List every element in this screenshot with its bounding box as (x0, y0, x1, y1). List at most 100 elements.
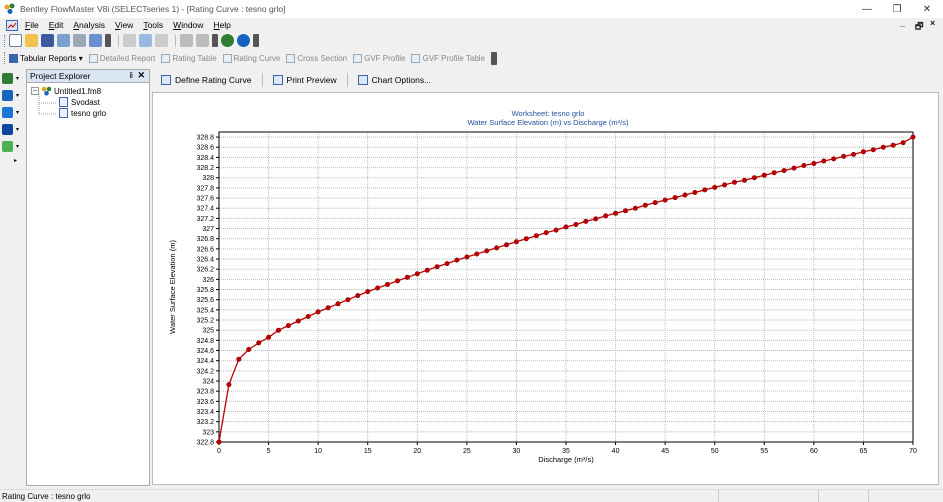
side-button-5[interactable]: ▾ (2, 139, 24, 153)
toolbar-grip[interactable] (4, 34, 6, 47)
status-pane-divider (718, 489, 719, 502)
menu-help[interactable]: Help (213, 20, 231, 30)
print-preview-icon[interactable] (89, 34, 102, 47)
toolbar-options-button[interactable] (212, 34, 218, 47)
project-explorer-panel: Project Explorer ⅱ ✕ − Untitled1.fm8 Svo… (26, 69, 150, 486)
mdi-close-button[interactable]: × (930, 18, 936, 28)
menu-view[interactable]: View (115, 20, 134, 30)
chart-grid (218, 132, 914, 443)
data-point (345, 297, 351, 303)
data-point (285, 323, 291, 329)
data-point (880, 144, 886, 150)
x-axis-label: Discharge (m³/s) (538, 455, 594, 464)
menu-analysis[interactable]: Analysis (73, 20, 106, 30)
y-tick-label: 327.6 (196, 196, 214, 203)
side-button-2[interactable]: ▾ (2, 88, 24, 102)
minimize-button[interactable]: — (862, 3, 872, 15)
side-button-1[interactable]: ▾ (2, 71, 24, 85)
project-explorer-title: Project Explorer (30, 71, 91, 81)
define-rating-curve-label: Define Rating Curve (175, 75, 252, 85)
data-point (672, 195, 678, 201)
side-button-3[interactable]: ▾ (2, 105, 24, 119)
copy-icon[interactable] (139, 34, 152, 47)
y-tick-label: 328.2 (196, 165, 214, 172)
inlet-icon (2, 140, 13, 152)
data-point (593, 216, 599, 222)
data-point (890, 142, 896, 148)
toolbar-options-button[interactable] (105, 34, 111, 47)
tree-item-tesno-grlo[interactable]: tesno grlo (59, 108, 106, 118)
cut-icon[interactable] (123, 34, 136, 47)
side-toolbar-overflow[interactable]: ▸ (2, 156, 24, 164)
status-pane-divider (868, 489, 869, 502)
y-tick-label: 325.4 (196, 307, 214, 314)
gvf-profile-button[interactable]: GVF Profile (353, 53, 405, 63)
print-icon[interactable] (73, 34, 86, 47)
x-tick-label: 70 (909, 448, 917, 455)
mdi-document-icon[interactable] (6, 19, 18, 31)
close-panel-icon[interactable]: ✕ (137, 70, 145, 80)
data-point (652, 200, 658, 206)
rating-curve-button[interactable]: Rating Curve (222, 53, 281, 63)
data-point (335, 301, 341, 307)
rating-curve-label: Rating Curve (233, 53, 281, 63)
chart-options-icon (357, 75, 368, 85)
rating-table-button[interactable]: Rating Table (161, 53, 217, 63)
y-axis-ticks: 322.8 323 323.2 323.4 323.6 323.8 324 324.2 324.… (196, 135, 219, 447)
y-tick-label: 324 (202, 379, 214, 386)
data-point (484, 248, 490, 254)
save-all-icon[interactable] (57, 34, 70, 47)
x-tick-label: 15 (364, 448, 372, 455)
data-point (236, 356, 242, 362)
cross-section-button[interactable]: Cross Section (286, 53, 347, 63)
detailed-report-label: Detailed Report (99, 53, 156, 63)
open-icon[interactable] (25, 34, 38, 47)
chart-subtitle: Water Surface Elevation (m) vs Discharge… (467, 118, 629, 127)
print-preview-button[interactable]: Print Preview (269, 73, 341, 87)
toolbar-options-button[interactable] (491, 51, 498, 65)
project-file-label: Untitled1.fm8 (54, 86, 102, 96)
menu-window[interactable]: Window (173, 20, 204, 30)
collapse-icon[interactable]: − (31, 87, 39, 95)
data-point (781, 168, 787, 174)
tree-root[interactable]: − Untitled1.fm8 (31, 86, 101, 96)
menu-edit[interactable]: Edit (48, 20, 64, 30)
gvf-profile-table-icon (411, 53, 421, 63)
tree-item-svodast[interactable]: Svodast (59, 97, 100, 107)
chart-options-button[interactable]: Chart Options... (354, 73, 436, 87)
data-point (305, 314, 311, 320)
mdi-restore-button[interactable]: 🗗 (915, 21, 924, 31)
redo-icon[interactable] (196, 34, 209, 47)
paste-icon[interactable] (155, 34, 168, 47)
data-point (801, 163, 807, 169)
y-tick-label: 324.8 (196, 338, 214, 345)
detailed-report-button[interactable]: Detailed Report (88, 53, 156, 63)
menu-file[interactable]: File (25, 20, 39, 30)
toolbar-options-button[interactable] (253, 34, 259, 47)
data-point (246, 347, 252, 353)
save-icon[interactable] (41, 34, 54, 47)
gvf-profile-table-button[interactable]: GVF Profile Table (411, 53, 485, 63)
toolbar-grip[interactable] (4, 52, 6, 64)
menu-tools[interactable]: Tools (143, 20, 164, 30)
project-icon (41, 86, 52, 96)
help-icon[interactable] (237, 34, 250, 47)
rating-curve-chart: Worksheet: tesno grlo Water Surface Elev… (168, 109, 917, 464)
y-tick-label: 324.4 (196, 358, 214, 365)
tabular-reports-button[interactable]: Tabular Reports ▾ (9, 53, 83, 63)
menu-bar: File Edit Analysis View Tools Window Hel… (0, 18, 943, 32)
worksheet-icon (59, 97, 68, 107)
pin-icon[interactable]: ⅱ (129, 71, 133, 80)
data-point (741, 177, 747, 183)
side-button-4[interactable]: ▾ (2, 122, 24, 136)
define-curve-icon (161, 75, 171, 85)
close-button[interactable]: ✕ (922, 3, 932, 15)
new-icon[interactable] (9, 34, 22, 47)
define-rating-curve-button[interactable]: Define Rating Curve (157, 73, 256, 87)
undo-icon[interactable] (180, 34, 193, 47)
status-bar: Rating Curve : tesno grlo (0, 489, 943, 502)
standard-toolbar (0, 32, 943, 49)
compute-icon[interactable] (221, 34, 234, 47)
mdi-minimize-button[interactable]: _ (900, 18, 906, 28)
restore-button[interactable]: ❐ (892, 3, 902, 15)
